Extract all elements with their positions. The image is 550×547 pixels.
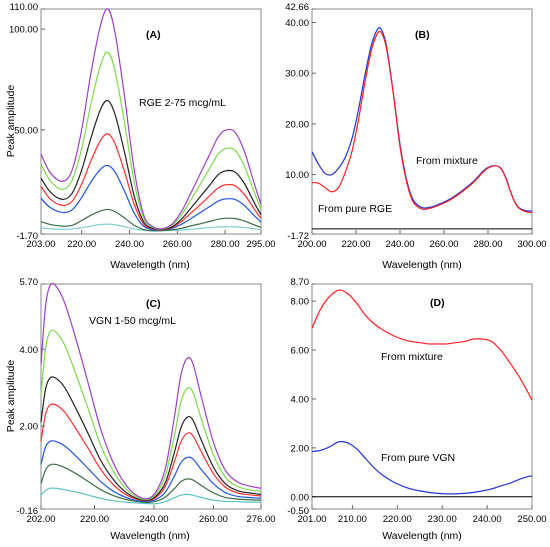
series-line — [40, 487, 262, 505]
x-axis-label: Wavelength (nm) — [382, 530, 462, 542]
series-line — [40, 164, 262, 231]
y-tick-label: 2.00 — [291, 443, 310, 454]
series-line — [40, 282, 262, 500]
y-tick-label: 100.00 — [9, 25, 38, 36]
series-line — [311, 440, 533, 495]
series-line — [40, 463, 262, 504]
x-axis-label: Wavelength (nm) — [110, 530, 190, 542]
y-tick-label: 4.00 — [291, 394, 310, 405]
x-tick-label: 202.00 — [26, 514, 55, 525]
y-tick-label: 50.00 — [14, 125, 38, 136]
y-tick-label: 40.00 — [285, 18, 309, 29]
y-tick-label: 5.70 — [20, 277, 39, 288]
x-tick-label: 240.00 — [115, 239, 144, 250]
plot-frame — [311, 283, 533, 510]
y-tick-label: 8.70 — [291, 277, 310, 288]
series-line — [311, 289, 533, 401]
panel-label: (A) — [146, 29, 161, 41]
y-tick-label: -1.70 — [16, 231, 38, 242]
y-axis-label: Peak amplitude — [5, 85, 17, 158]
x-tick-label: 230.00 — [428, 514, 457, 525]
annotation-from-pure-rge: From pure RGE — [318, 203, 392, 215]
y-tick-label: -1.72 — [287, 231, 309, 242]
panel-c: (C) VGN 1-50 mcg/mL Wavelength (nm) Peak… — [5, 277, 276, 542]
x-tick-label: 295.00 — [246, 239, 275, 250]
y-tick-label: 30.00 — [285, 69, 309, 80]
series-group — [311, 27, 533, 230]
panel-d: (D) From mixture From pure VGN Wavelengt… — [287, 277, 546, 542]
x-tick-label: 240.00 — [473, 514, 502, 525]
x-tick-label: 201.00 — [297, 514, 326, 525]
series-line — [40, 8, 262, 230]
series-line — [40, 376, 262, 501]
series-line — [311, 27, 533, 212]
x-tick-label: 210.00 — [338, 514, 367, 525]
series-line — [40, 51, 262, 230]
x-tick-label: 300.00 — [517, 239, 546, 250]
plot-frame — [40, 8, 262, 235]
x-axis-label: Wavelength (nm) — [382, 259, 462, 271]
y-axis-label: Peak amplitude — [5, 360, 17, 433]
x-tick-label: 260.00 — [199, 514, 228, 525]
series-group — [40, 8, 262, 232]
panel-a: (A) RGE 2-75 mcg/mL Wavelength (nm) Peak… — [5, 2, 276, 271]
panel-label: (C) — [146, 298, 161, 310]
annotation-from-mixture: From mixture — [381, 351, 443, 363]
series-group — [40, 282, 262, 505]
y-tick-label: 10.00 — [285, 170, 309, 181]
series-line — [40, 208, 262, 232]
plot-frame — [40, 283, 262, 510]
panel-label: (B) — [415, 29, 430, 41]
x-tick-label: 280.00 — [211, 239, 240, 250]
x-tick-label: 220.00 — [383, 514, 412, 525]
y-tick-label: 6.00 — [291, 346, 310, 357]
ticks: 201.00 210.00 220.00 230.00 240.00 250.00 -0.5… — [287, 277, 546, 525]
x-tick-label: 220.00 — [67, 239, 96, 250]
y-tick-label: -0.16 — [16, 506, 38, 517]
y-tick-label: 2.00 — [20, 422, 39, 433]
x-tick-label: 260.00 — [163, 239, 192, 250]
y-tick-label: 110.00 — [10, 2, 38, 13]
y-tick-label: 8.00 — [291, 297, 310, 308]
series-line — [311, 30, 533, 214]
series-line — [40, 440, 262, 503]
series-group — [311, 289, 533, 498]
y-tick-label: 4.00 — [20, 345, 39, 356]
plot-frame — [311, 8, 533, 235]
y-tick-label: 0.00 — [291, 492, 310, 503]
x-axis-label: Wavelength (nm) — [110, 259, 190, 271]
series-line — [40, 329, 262, 501]
panel-label: (D) — [430, 297, 445, 309]
y-tick-label: 42.66 — [285, 2, 309, 13]
annotation-from-mixture: From mixture — [416, 155, 478, 167]
x-tick-label: 203.00 — [26, 239, 55, 250]
panel-annotation: RGE 2-75 mcg/mL — [139, 97, 226, 109]
x-tick-label: 220.00 — [80, 514, 109, 525]
series-line — [40, 99, 262, 231]
panel-b: (B) From mixture From pure RGE Wavelengt… — [285, 2, 546, 271]
ticks: 200.00 220.00 240.00 260.00 280.00 300.00 -1.7… — [285, 2, 546, 250]
ticks: 202.00 220.00 240.00 260.00 276.00 -0.16 2.00 4… — [16, 277, 275, 525]
x-tick-label: 240.00 — [139, 514, 168, 525]
y-tick-label: -0.50 — [287, 506, 309, 517]
x-tick-label: 240.00 — [385, 239, 414, 250]
x-tick-label: 280.00 — [473, 239, 502, 250]
x-tick-label: 260.00 — [429, 239, 458, 250]
annotation-from-pure-vgn: From pure VGN — [381, 452, 455, 464]
y-tick-label: 20.00 — [285, 119, 309, 130]
x-tick-label: 200.00 — [297, 239, 326, 250]
ticks: 203.00 220.00 240.00 260.00 280.00 295.00 -1.7… — [9, 2, 276, 250]
panel-annotation: VGN 1-50 mcg/mL — [89, 315, 176, 327]
series-line — [40, 403, 262, 502]
x-tick-label: 276.00 — [246, 514, 275, 525]
x-tick-label: 220.00 — [341, 239, 370, 250]
x-tick-label: 250.00 — [517, 514, 546, 525]
